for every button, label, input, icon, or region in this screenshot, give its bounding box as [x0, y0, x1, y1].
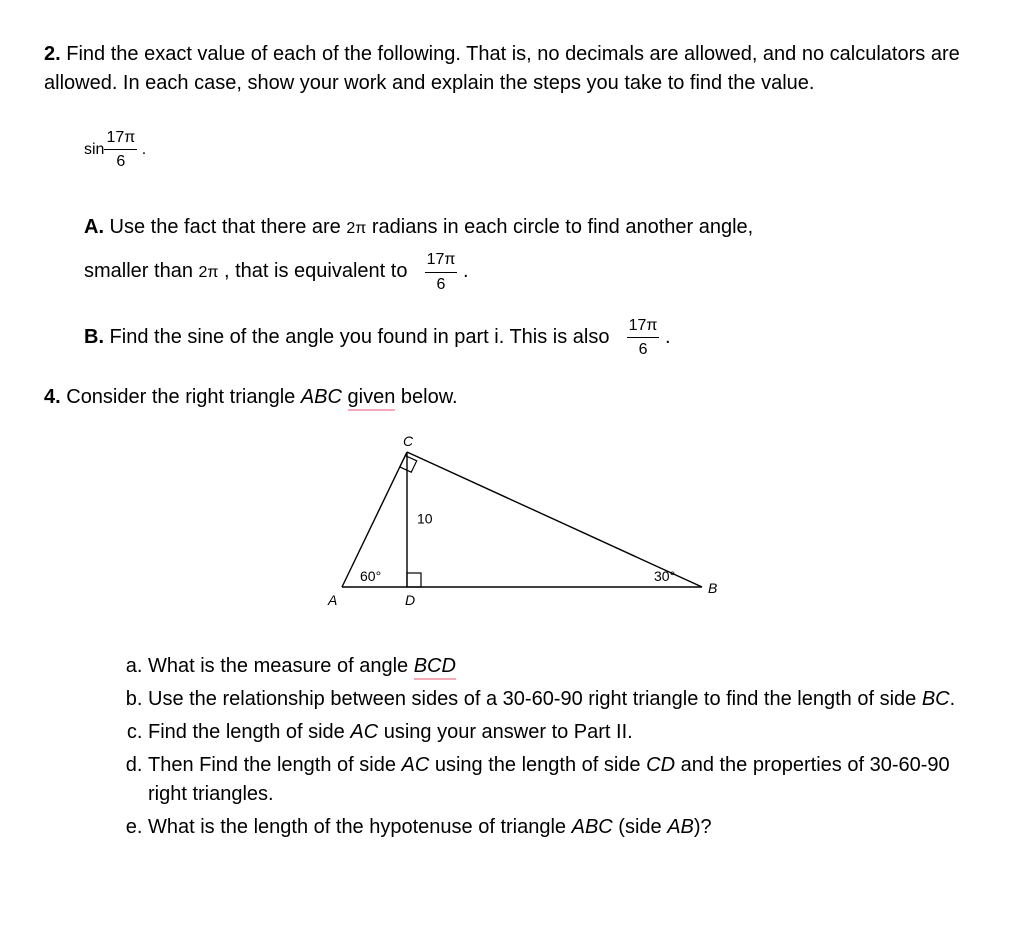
svg-text:D: D	[405, 592, 415, 608]
q2a-l2b: , that is equivalent to	[218, 260, 413, 282]
sin-label: sin	[84, 141, 104, 158]
q4e-ab: AB	[667, 816, 694, 838]
period: .	[137, 141, 146, 158]
q4e-t2: (side	[613, 816, 667, 838]
period: .	[463, 260, 469, 282]
q4-abc: ABC	[301, 386, 342, 408]
q4d-ac: AC	[402, 754, 430, 776]
q4c-t2: using your answer to Part II.	[378, 721, 633, 743]
period: .	[665, 326, 671, 348]
q2a-line2: smaller than 2π , that is equivalent to …	[84, 248, 980, 295]
q2-intro-text: Find the exact value of each of the foll…	[44, 43, 960, 94]
q4-part-b: Use the relationship between sides of a …	[148, 685, 960, 714]
fraction-den: 6	[627, 338, 660, 361]
q4c-ac: AC	[350, 721, 378, 743]
svg-text:B: B	[708, 580, 717, 596]
q4-part-a: What is the measure of angle BCD	[148, 652, 960, 681]
q4b-t1: Use the relationship between sides of a …	[148, 688, 922, 710]
fraction-num: 17π	[104, 126, 137, 150]
q4c-t1: Find the length of side	[148, 721, 350, 743]
fraction-17pi-6: 17π 6	[104, 126, 137, 173]
q2a-l1a: Use the fact that there are	[104, 216, 346, 238]
svg-text:A: A	[327, 592, 337, 608]
svg-text:10: 10	[417, 511, 433, 527]
q2b-label: B.	[84, 326, 104, 348]
sin-expression: sin 17π 6 .	[84, 126, 980, 173]
q4d-cd: CD	[646, 754, 675, 776]
q4e-abc: ABC	[572, 816, 613, 838]
q2-part-a: A. Use the fact that there are 2π radian…	[84, 213, 980, 295]
q4-intro-b	[342, 386, 348, 408]
q2a-l2a: smaller than	[84, 260, 199, 282]
fraction-den: 6	[425, 273, 458, 296]
q2a-l1b: radians in each circle to find another a…	[366, 216, 753, 238]
q4-part-c: Find the length of side AC using your an…	[148, 718, 960, 747]
triangle-svg: C A B D 10 60° 30°	[282, 432, 742, 617]
svg-text:60°: 60°	[360, 568, 381, 584]
q2b-text: Find the sine of the angle you found in …	[104, 326, 615, 348]
q4-intro: 4. Consider the right triangle ABC given…	[44, 383, 980, 412]
svg-text:30°: 30°	[654, 568, 675, 584]
q4d-t2: using the length of side	[429, 754, 646, 776]
fraction-17pi-6-b: 17π 6	[425, 248, 458, 295]
q4-intro-c: below.	[395, 386, 457, 408]
q4b-end: .	[950, 688, 956, 710]
two-pi-2: 2π	[199, 264, 219, 281]
given-underlined: given	[348, 386, 396, 411]
fraction-num: 17π	[425, 248, 458, 272]
q2a-line1: A. Use the fact that there are 2π radian…	[84, 213, 980, 242]
svg-text:C: C	[403, 433, 414, 449]
fraction-17pi-6-c: 17π 6	[627, 314, 660, 361]
q4a-t1: What is the measure of angle	[148, 655, 414, 677]
q2-number: 2.	[44, 43, 61, 65]
triangle-diagram: C A B D 10 60° 30°	[44, 432, 980, 626]
q2-part-b: B. Find the sine of the angle you found …	[84, 314, 980, 361]
q2a-label: A.	[84, 216, 104, 238]
q4-part-e: What is the length of the hypotenuse of …	[148, 813, 960, 842]
q4-part-d: Then Find the length of side AC using th…	[148, 751, 960, 809]
q4-intro-a: Consider the right triangle	[61, 386, 301, 408]
q4a-bcd: BCD	[414, 655, 456, 680]
q4e-t1: What is the length of the hypotenuse of …	[148, 816, 572, 838]
two-pi: 2π	[346, 220, 366, 237]
fraction-den: 6	[104, 150, 137, 173]
q4-parts-list: What is the measure of angle BCD Use the…	[124, 652, 960, 842]
q4b-bc: BC	[922, 688, 950, 710]
fraction-num: 17π	[627, 314, 660, 338]
q4d-t1: Then Find the length of side	[148, 754, 402, 776]
q2-intro: 2. Find the exact value of each of the f…	[44, 40, 980, 98]
q4-number: 4.	[44, 386, 61, 408]
q4e-t3: )?	[694, 816, 712, 838]
